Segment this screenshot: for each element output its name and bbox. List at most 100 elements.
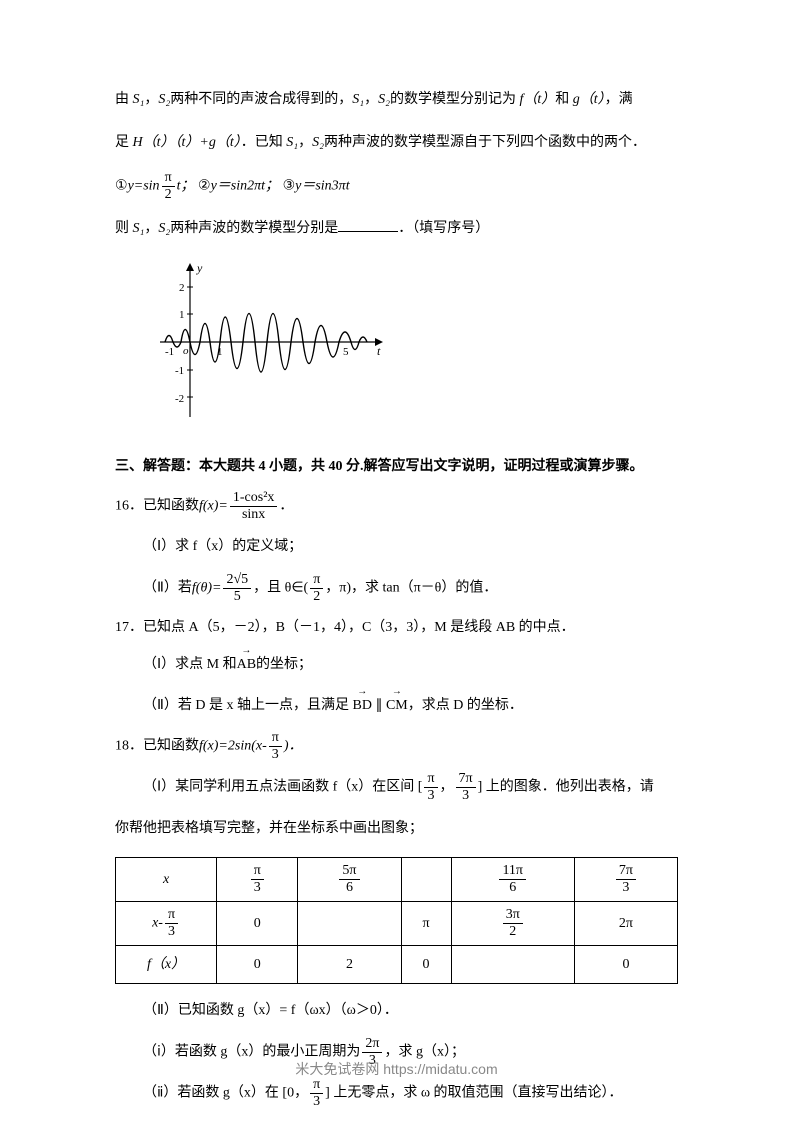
conclusion-line: 则 S₁，S₂两种声波的数学模型分别是．（填写序号）: [115, 214, 678, 245]
text: 若: [178, 581, 192, 596]
q17-part2: （Ⅱ）若 D 是 x 轴上一点，且满足 BD ∥ CM，求点 D 的坐标．: [143, 691, 678, 722]
row-label: f（x）: [147, 957, 185, 972]
var-s1: S₁: [286, 135, 298, 150]
option-text: y＝sin3πt: [295, 178, 349, 193]
cell: π: [401, 901, 451, 945]
question-17: 17．已知点 A（5，－2），B（－1，4），C（3，3），M 是线段 AB 的…: [115, 615, 678, 640]
var-s2: S₂: [158, 221, 170, 236]
text: ，: [144, 221, 158, 236]
row-label: x: [163, 872, 169, 887]
fraction: 7π3: [616, 864, 636, 895]
hint: ．（填写序号）: [398, 221, 489, 236]
part-label: （Ⅱ）: [143, 698, 178, 713]
part-label: （Ⅰ）: [143, 657, 175, 672]
intro-line1: 由 S₁，S₂两种不同的声波合成得到的，S₁，S₂的数学模型分别记为 f（t）和…: [115, 85, 678, 116]
q-number: 16．: [115, 499, 143, 514]
text: 两种声波的数学模型分别是: [170, 221, 338, 236]
denominator: 5: [223, 589, 251, 604]
fill-blank[interactable]: [338, 218, 398, 232]
fraction: 1-cos²xsinx: [230, 491, 278, 522]
cell-blank[interactable]: [401, 857, 451, 901]
cell-blank[interactable]: [451, 945, 574, 983]
part-label: （ⅱ）: [143, 1086, 177, 1101]
t-axis-label: t: [377, 344, 381, 358]
text: 若函数 g（x）在 [0，: [177, 1086, 308, 1101]
parallel-symbol: ∥: [375, 698, 382, 713]
func: f(θ)=: [192, 581, 222, 596]
table-row: x π3 5π6 11π6 7π3: [116, 857, 678, 901]
fraction: π3: [165, 908, 178, 939]
question-16: 16．已知函数f(x)=1-cos²xsinx．: [115, 491, 678, 522]
fraction: 7π3: [456, 772, 476, 803]
question-18: 18．已知函数f(x)=2sin(x-π3)．: [115, 731, 678, 762]
text: ．: [279, 499, 293, 514]
numerator: π: [310, 573, 323, 589]
text: ] 上的图象．他列出表格，请: [478, 780, 654, 795]
text: ．已知: [241, 135, 287, 150]
numerator: 2√5: [223, 573, 251, 589]
text: 足: [115, 135, 133, 150]
vector-AB: AB: [237, 650, 256, 681]
wave-curve: [165, 313, 367, 372]
text: 求点 M 和: [175, 657, 236, 672]
fraction: 11π6: [499, 864, 526, 895]
text: ，求点 D 的坐标．: [408, 698, 523, 713]
text: )．: [284, 739, 303, 754]
q17-part1: （Ⅰ）求点 M 和AB的坐标；: [143, 650, 678, 681]
q-number: 17．: [115, 620, 143, 635]
fraction: 5π6: [339, 864, 359, 895]
numerator: π: [162, 171, 175, 187]
text: ，π)，求 tan（π－θ）的值．: [325, 581, 497, 596]
sound-wave-svg: y t 2 1 -1 -2 -1 o 1 5: [155, 257, 385, 427]
q16-part1: （Ⅰ）求 f（x）的定义域；: [143, 532, 678, 563]
denominator: 3: [456, 788, 476, 803]
fraction: 2√55: [223, 573, 251, 604]
svg-text:-2: -2: [175, 393, 184, 405]
text: 求 f（x）的定义域；: [175, 539, 302, 554]
text: 某同学利用五点法画函数 f（x）在区间 [: [175, 780, 422, 795]
vector-CM: CM: [386, 691, 408, 722]
fraction: π2: [310, 573, 323, 604]
text: 的坐标；: [256, 657, 312, 672]
svg-text:1: 1: [179, 309, 185, 321]
text: 的数学模型分别记为: [390, 92, 520, 107]
cell: 0: [574, 945, 677, 983]
text: 和: [555, 92, 573, 107]
option-label: ①: [115, 178, 128, 193]
text: 两种不同的声波合成得到的，: [170, 92, 352, 107]
intro-line2: 足 H（t）（t）+g（t）．已知 S₁，S₂两种声波的数学模型源自于下列四个函…: [115, 128, 678, 159]
text: ，: [144, 92, 158, 107]
q-number: 18．: [115, 739, 143, 754]
option-label: ②: [198, 178, 211, 193]
text: ，: [440, 780, 454, 795]
text: 若 D 是 x 轴上一点，且满足: [178, 698, 349, 713]
text: 由: [115, 92, 133, 107]
denominator: 2: [310, 589, 323, 604]
cell: 0: [217, 901, 298, 945]
fraction: π3: [251, 864, 264, 895]
part-label: （Ⅰ）: [143, 539, 175, 554]
text: 已知函数: [143, 739, 199, 754]
q18-part2: （Ⅱ）已知函数 g（x）= f（ωx）（ω＞0）．: [143, 996, 678, 1027]
svg-text:2: 2: [179, 282, 185, 294]
func-H: H（t）（t）+g（t）: [133, 135, 241, 150]
numerator: 7π: [456, 772, 476, 788]
q18-part2ii: （ⅱ）若函数 g（x）在 [0，π3] 上无零点，求 ω 的取值范围（直接写出结…: [143, 1078, 678, 1110]
text: 则: [115, 221, 133, 236]
denominator: 3: [310, 1094, 323, 1109]
text: t；: [177, 178, 195, 193]
part-label: （Ⅰ）: [143, 780, 175, 795]
text: ，: [298, 135, 312, 150]
part-label: （Ⅱ）: [143, 1003, 178, 1018]
fraction: π3: [269, 731, 282, 762]
text: 两种声波的数学模型源自于下列四个函数中的两个．: [324, 135, 646, 150]
option-label: ③: [283, 178, 296, 193]
text: 已知函数 g（x）= f（ωx）（ω＞0）．: [178, 1003, 398, 1018]
denominator: 3: [424, 788, 437, 803]
svg-text:-1: -1: [165, 346, 174, 358]
func-f: f（t）: [520, 92, 556, 107]
text: ，且 θ∈(: [253, 581, 308, 596]
text: 已知函数: [143, 499, 199, 514]
cell-blank[interactable]: [298, 901, 401, 945]
section-3-header: 三、解答题：本大题共 4 小题，共 40 分.解答应写出文字说明，证明过程或演算…: [115, 454, 678, 479]
